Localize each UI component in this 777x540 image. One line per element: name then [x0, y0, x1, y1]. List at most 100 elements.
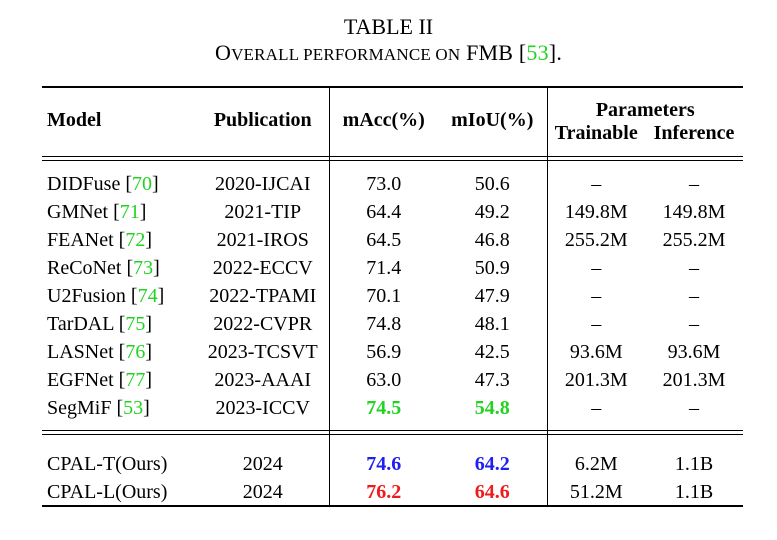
inference-cell: 201.3M	[662, 369, 726, 391]
miou-cell: 50.6	[474, 173, 510, 195]
model-cell: TarDAL [75]	[47, 313, 153, 335]
table-row: EGFNet [77] 2023-AAAI 63.0 47.3 201.3M 201.3M	[42, 366, 743, 394]
miou-cell: 49.2	[474, 201, 510, 223]
table-row: U2Fusion [74] 2022-TPAMI 70.1 47.9 – –	[42, 282, 743, 310]
inference-cell: 149.8M	[662, 201, 726, 223]
table-row: TarDAL [75] 2022-CVPR 74.8 48.1 – –	[42, 310, 743, 338]
miou-cell: 64.6	[474, 481, 510, 503]
citation-link[interactable]: 76	[125, 341, 146, 363]
model-name: LASNet	[47, 341, 114, 363]
title-prefix-big: O	[214, 40, 232, 65]
trainable-cell: 255.2M	[546, 226, 645, 254]
table-header: Model Publication mAcc(%) mIoU(%) Parame…	[42, 88, 744, 170]
inference-cell: 255.2M	[662, 229, 726, 251]
miou-cell: 42.5	[474, 341, 510, 363]
inference-cell: –	[689, 313, 699, 335]
citation-link[interactable]: 72	[125, 229, 146, 251]
macc-cell: 73.0	[328, 170, 438, 198]
model-cell: LASNet [76]	[47, 341, 153, 363]
table-label: TABLE II	[343, 14, 434, 39]
model-name: EGFNet	[47, 369, 114, 391]
table-row: CPAL-L(Ours) 2024 76.2 64.6 51.2M 1.1B	[42, 478, 743, 506]
publication-cell: 2021-IROS	[216, 229, 309, 251]
header-model: Model	[47, 108, 102, 131]
title-prefix-small: VERALL PERFORMANCE ON	[231, 45, 461, 64]
model-cell: U2Fusion [74]	[47, 285, 165, 307]
table-row: LASNet [76] 2023-TCSVT 56.9 42.5 93.6M 93.6M	[42, 338, 743, 366]
macc-cell: 76.2	[328, 478, 438, 506]
inference-cell: –	[689, 173, 699, 195]
model-cell: ReCoNet [73]	[47, 257, 160, 279]
publication-cell: 2022-ECCV	[212, 257, 313, 279]
model-name: TarDAL	[47, 313, 114, 335]
miou-cell: 48.1	[474, 313, 510, 335]
publication-cell: 2024	[242, 453, 283, 475]
model-cell: SegMiF [53]	[47, 397, 150, 419]
table-row: FEANet [72] 2021-IROS 64.5 46.8 255.2M 255.2M	[42, 226, 743, 254]
model-cell: CPAL-L(Ours)	[42, 478, 197, 506]
macc-cell: 74.6	[328, 450, 438, 478]
performance-table: Model Publication mAcc(%) mIoU(%) Parame…	[42, 88, 744, 506]
model-name: ReCoNet	[47, 257, 122, 279]
model-name: FEANet	[47, 229, 114, 251]
model-cell: DIDFuse [70]	[47, 173, 159, 195]
table-row: SegMiF [53] 2023-ICCV 74.5 54.8 – –	[42, 394, 743, 422]
macc-cell: 74.8	[328, 310, 438, 338]
bottom-rule	[42, 505, 743, 507]
model-cell: CPAL-T(Ours)	[42, 450, 197, 478]
inference-cell: 1.1B	[674, 453, 714, 475]
miou-cell: 47.9	[474, 285, 510, 307]
trainable-cell: –	[546, 254, 645, 282]
title-citation-link[interactable]: 53	[526, 40, 549, 65]
table-title: OVERALL PERFORMANCE ON FMB [53].	[214, 40, 563, 65]
trainable-cell: 149.8M	[546, 198, 645, 226]
citation-link[interactable]: 73	[133, 257, 154, 279]
trainable-cell: –	[546, 310, 645, 338]
citation-link[interactable]: 77	[125, 369, 146, 391]
trainable-cell: 93.6M	[546, 338, 645, 366]
citation-link[interactable]: 70	[132, 173, 153, 195]
macc-cell: 56.9	[328, 338, 438, 366]
inference-cell: –	[689, 285, 699, 307]
table-row: CPAL-T(Ours) 2024 74.6 64.2 6.2M 1.1B	[42, 450, 743, 478]
macc-cell: 64.5	[328, 226, 438, 254]
model-cell: GMNet [71]	[47, 201, 147, 223]
top-rule	[42, 86, 743, 88]
trainable-cell: –	[546, 394, 645, 422]
model-name: U2Fusion	[47, 285, 126, 307]
trainable-cell: 6.2M	[546, 450, 645, 478]
miou-cell: 50.9	[474, 257, 510, 279]
citation-link[interactable]: 53	[123, 397, 144, 419]
citation-link[interactable]: 74	[137, 285, 158, 307]
model-name: CPAL-L(Ours)	[47, 481, 168, 503]
model-name: GMNet	[47, 201, 109, 223]
trainable-cell: 51.2M	[546, 478, 645, 506]
citation-link[interactable]: 75	[125, 313, 146, 335]
publication-cell: 2022-CVPR	[213, 313, 313, 335]
inference-cell: 1.1B	[674, 481, 714, 503]
publication-cell: 2022-TPAMI	[209, 285, 317, 307]
header-publication: Publication	[213, 108, 312, 131]
trainable-cell: –	[546, 282, 645, 310]
model-name: CPAL-T(Ours)	[47, 453, 168, 475]
model-cell: FEANet [72]	[47, 229, 153, 251]
publication-cell: 2021-TIP	[224, 201, 302, 223]
model-cell: EGFNet [77]	[47, 369, 153, 391]
inference-cell: –	[689, 257, 699, 279]
title-end: .	[556, 40, 563, 65]
miou-cell: 46.8	[474, 229, 510, 251]
trainable-cell: 201.3M	[546, 366, 645, 394]
macc-cell: 64.4	[328, 198, 438, 226]
table-row: GMNet [71] 2021-TIP 64.4 49.2 149.8M 149.8M	[42, 198, 743, 226]
header-trainable: Trainable	[546, 122, 645, 152]
macc-cell: 71.4	[328, 254, 438, 282]
trainable-cell: –	[546, 170, 645, 198]
model-name: SegMiF	[47, 397, 112, 419]
macc-cell: 74.5	[328, 394, 438, 422]
model-name: DIDFuse	[47, 173, 121, 195]
citation-link[interactable]: 71	[119, 201, 140, 223]
header-macc: mAcc(%)	[328, 88, 438, 152]
header-inference: Inference	[653, 122, 735, 144]
inference-cell: –	[689, 397, 699, 419]
macc-cell: 63.0	[328, 366, 438, 394]
